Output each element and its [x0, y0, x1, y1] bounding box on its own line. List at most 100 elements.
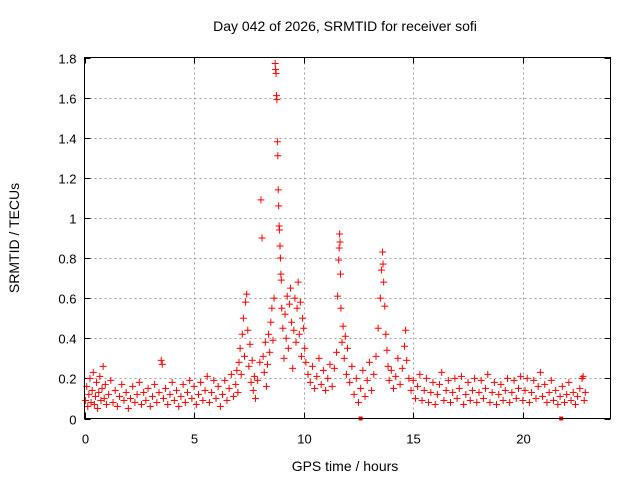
data-point: [158, 360, 166, 368]
data-point: [243, 290, 251, 298]
data-point: [495, 390, 503, 398]
data-point: [326, 360, 334, 368]
data-point: [387, 366, 395, 374]
data-point: [433, 390, 441, 398]
data-point: [98, 384, 106, 392]
data-point: [532, 394, 540, 402]
data-point: [550, 396, 558, 404]
data-point: [164, 400, 172, 408]
data-point: [384, 362, 392, 370]
data-point: [94, 404, 102, 412]
x-tick-label: 0: [82, 432, 89, 447]
data-point: [354, 398, 362, 406]
data-point: [444, 376, 452, 384]
data-point: [89, 368, 97, 376]
data-point: [541, 380, 549, 388]
data-point: [157, 356, 165, 364]
data-point: [475, 388, 483, 396]
data-point: [457, 372, 465, 380]
data-point: [581, 388, 589, 396]
data-point: [234, 388, 242, 396]
data-point: [239, 314, 247, 322]
data-point: [348, 362, 356, 370]
data-point: [357, 384, 365, 392]
data-point: [302, 358, 310, 366]
data-point: [86, 374, 94, 382]
data-point: [194, 390, 202, 398]
y-axis-title: SRMTID / TECUs: [6, 183, 22, 293]
y-tick-label: 0.4: [58, 332, 76, 347]
data-point: [268, 304, 276, 312]
data-point: [93, 378, 101, 386]
data-point: [425, 398, 433, 406]
data-point: [394, 354, 402, 362]
data-point: [436, 380, 444, 388]
data-point: [273, 96, 281, 104]
data-point: [330, 364, 338, 372]
data-point: [294, 278, 302, 286]
data-point: [547, 376, 555, 384]
x-tick-label: 10: [297, 432, 311, 447]
data-point: [256, 358, 264, 366]
data-point: [293, 304, 301, 312]
data-point: [416, 370, 424, 378]
data-point: [339, 322, 347, 330]
data-point: [455, 384, 463, 392]
data-point: [392, 372, 400, 380]
data-point: [539, 392, 547, 400]
data-point: [579, 372, 587, 380]
x-tick-label: 5: [191, 432, 198, 447]
data-point: [144, 384, 152, 392]
data-point: [486, 398, 494, 406]
data-point: [282, 334, 290, 342]
y-tick-label: 1: [69, 212, 76, 227]
data-point: [525, 398, 533, 406]
data-point: [181, 398, 189, 406]
data-point: [576, 384, 584, 392]
data-point: [453, 394, 461, 402]
data-point: [274, 152, 282, 160]
y-tick-label: 1.6: [58, 92, 76, 107]
data-point: [447, 398, 455, 406]
data-point: [304, 370, 312, 378]
data-point: [82, 396, 90, 404]
data-point: [270, 294, 278, 302]
data-point: [403, 356, 411, 364]
data-point: [381, 302, 389, 310]
data-point: [497, 380, 505, 388]
data-point: [528, 388, 536, 396]
data-point: [85, 390, 93, 398]
data-point: [322, 386, 330, 394]
data-point: [521, 386, 529, 394]
data-point: [225, 384, 233, 392]
data-point: [418, 396, 426, 404]
y-tick-label: 0.6: [58, 292, 76, 307]
data-point: [333, 348, 341, 356]
data-point: [468, 386, 476, 394]
data-point: [265, 330, 273, 338]
data-point: [146, 402, 154, 410]
data-point: [246, 340, 254, 348]
data-point: [396, 380, 404, 388]
data-point: [162, 384, 170, 392]
data-point: [519, 396, 527, 404]
data-point: [554, 400, 562, 408]
data-point: [242, 298, 250, 306]
data-point: [159, 394, 167, 402]
data-point: [289, 364, 297, 372]
data-point: [276, 254, 284, 262]
data-point: [338, 338, 346, 346]
data-point: [236, 344, 244, 352]
data-point: [127, 394, 135, 402]
data-point: [335, 244, 343, 252]
data-point: [283, 292, 291, 300]
y-tick-label: 0.8: [58, 252, 76, 267]
data-point: [341, 332, 349, 340]
data-point: [340, 354, 348, 362]
data-point: [250, 372, 258, 380]
data-point: [105, 390, 113, 398]
data-point: [390, 384, 398, 392]
data-point: [477, 376, 485, 384]
data-point: [402, 326, 410, 334]
